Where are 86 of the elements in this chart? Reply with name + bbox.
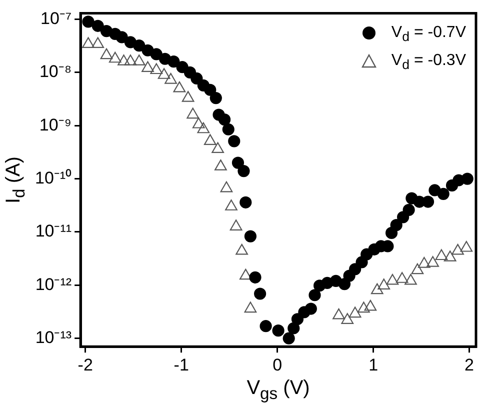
legend-label: V$_{d}$ = -0.7V [391, 24, 466, 44]
point [452, 244, 464, 255]
point [282, 332, 295, 344]
point [370, 283, 384, 294]
point [378, 278, 390, 290]
point [272, 324, 284, 337]
point [288, 322, 300, 334]
point [244, 230, 256, 242]
point [386, 274, 399, 285]
point [132, 54, 146, 66]
point [418, 256, 430, 268]
point [230, 220, 242, 230]
point [244, 302, 257, 313]
point [402, 204, 415, 216]
point [150, 63, 163, 74]
point [214, 160, 227, 170]
point [232, 156, 244, 169]
point [92, 20, 104, 32]
point [186, 108, 200, 119]
x-tick-label: -2 [78, 355, 93, 374]
point [124, 54, 137, 66]
point [304, 302, 317, 315]
point [238, 164, 250, 178]
point [100, 48, 113, 60]
point [396, 272, 408, 283]
point [204, 134, 216, 145]
point [158, 68, 170, 79]
y-tick-label: 10⁻¹¹ [35, 222, 72, 241]
point [192, 117, 205, 128]
legend-label: V$_{d}$ = -0.3V [391, 52, 466, 73]
y-tick-label: 10⁻⁷ [40, 8, 72, 28]
point [236, 244, 248, 255]
point [182, 91, 194, 102]
point [249, 271, 262, 284]
point [390, 219, 402, 232]
point [164, 72, 177, 84]
point [212, 142, 224, 154]
point [426, 256, 439, 267]
point [118, 54, 130, 66]
y-tick-label: 10⁻⁸ [39, 62, 72, 82]
point [349, 263, 362, 276]
point [260, 320, 272, 332]
point [435, 249, 448, 260]
point [142, 61, 154, 72]
y-tick-label: 10⁻⁹ [39, 115, 72, 134]
point [108, 52, 122, 63]
point [240, 196, 252, 208]
point [437, 188, 450, 200]
point [168, 56, 180, 68]
point [190, 72, 203, 85]
x-tick-label: 2 [464, 355, 474, 374]
point [364, 300, 377, 311]
point [133, 40, 146, 52]
y-tick-label: 10⁻¹³ [35, 328, 72, 348]
point [210, 92, 222, 104]
point [341, 313, 354, 324]
point [404, 274, 417, 285]
point [116, 31, 128, 44]
y-tick-label: 10⁻¹² [35, 274, 72, 294]
point [204, 84, 216, 96]
point [358, 302, 370, 313]
point [254, 288, 266, 300]
point [220, 181, 233, 192]
x-tick-label: 0 [272, 355, 282, 374]
y-tick-label: 10⁻¹⁰ [34, 168, 72, 188]
point [173, 81, 186, 92]
x-tick-label: -1 [174, 355, 189, 374]
point [150, 48, 162, 60]
point [291, 313, 304, 326]
point [460, 240, 473, 252]
x-axis-title: V$_{gs}$ (V) [246, 377, 311, 404]
point [308, 289, 321, 302]
x-tick-label: 1 [368, 355, 378, 374]
point [82, 37, 94, 48]
point [82, 16, 94, 28]
point [228, 135, 240, 148]
point [222, 123, 234, 136]
point [332, 308, 345, 320]
point [197, 122, 210, 134]
point [218, 114, 231, 126]
point [225, 200, 238, 210]
point [461, 172, 474, 185]
point [348, 306, 362, 318]
point [411, 263, 424, 274]
point [92, 37, 104, 48]
point [444, 250, 456, 262]
